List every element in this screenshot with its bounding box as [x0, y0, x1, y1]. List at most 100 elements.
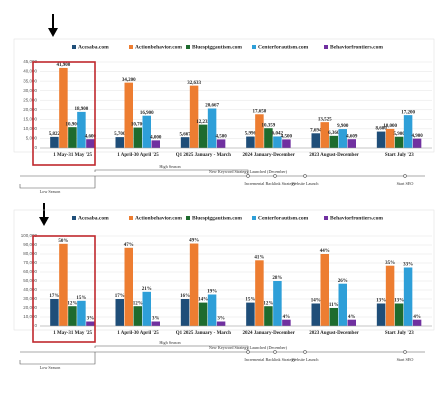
bar — [207, 108, 217, 148]
season-bracket — [19, 352, 96, 365]
bar — [311, 133, 320, 148]
x-tick-label: Q1 2025 January - March — [176, 331, 231, 336]
bar — [151, 321, 160, 326]
bar — [189, 243, 199, 326]
bar — [320, 122, 329, 148]
y-tick-label: 70,000 — [23, 260, 37, 265]
data-label: 5,996 — [245, 132, 257, 137]
y-tick-label: 60,000 — [23, 269, 37, 274]
data-label: 4,000 — [150, 135, 162, 140]
x-tick-label: Start July '23 — [385, 331, 414, 336]
timeline-label: High Season — [159, 164, 181, 169]
data-label: 50% — [58, 239, 68, 244]
legend-swatch — [324, 216, 328, 220]
data-label: 17,200 — [401, 110, 415, 115]
bar — [86, 139, 95, 148]
y-tick-label: 100,000 — [21, 233, 38, 238]
data-label: 12% — [263, 301, 273, 306]
bar — [412, 319, 422, 326]
data-label: 10,900 — [66, 122, 80, 127]
legend-label: Actionbehavior.com — [135, 44, 182, 50]
bar — [347, 139, 356, 148]
data-label: 4,609 — [346, 134, 358, 139]
bar — [133, 306, 142, 326]
data-label: 3% — [87, 317, 95, 322]
data-label: 32,633 — [187, 81, 201, 86]
bar — [246, 136, 255, 148]
y-tick-label: 40,000 — [23, 69, 37, 74]
data-label: 3% — [152, 317, 160, 322]
bar — [403, 267, 413, 326]
legend-label: Acesaba.com — [78, 215, 109, 221]
data-label: 9,900 — [337, 124, 349, 129]
timeline-label: Low Season — [40, 189, 61, 194]
bar — [77, 111, 86, 148]
timeline-point — [246, 174, 250, 178]
legend-label: Bluespiggautism.com — [192, 44, 242, 50]
bar — [347, 319, 356, 326]
data-label: 4% — [348, 315, 356, 320]
data-label: 26% — [338, 279, 348, 284]
legend-label: Actionbehavior.com — [135, 215, 182, 221]
data-label: 13% — [394, 299, 404, 304]
data-label: 33% — [403, 263, 413, 268]
data-label: 16,900 — [140, 111, 154, 116]
bar — [59, 243, 68, 326]
arrow-top — [48, 14, 58, 37]
data-label: 20,667 — [205, 104, 219, 109]
timeline-point — [403, 174, 407, 178]
timeline-label: New Keyword Strategy Launched (December) — [209, 169, 288, 174]
y-tick-label: 50,000 — [23, 278, 37, 283]
timeline-point — [246, 350, 250, 354]
highlight-box — [32, 235, 96, 343]
timeline-label: Incremental Backlink Strategy — [244, 357, 296, 362]
y-tick-label: 40,000 — [23, 287, 37, 292]
y-tick-label: 15,000 — [23, 117, 37, 122]
bar — [246, 302, 255, 326]
bar — [329, 135, 338, 148]
data-label: 14% — [311, 299, 321, 304]
x-tick-label: 1 April-30 April '25 — [117, 331, 159, 336]
bar — [198, 124, 208, 148]
y-tick-label: 35,000 — [23, 78, 37, 83]
data-label: 14% — [198, 298, 208, 303]
bar — [394, 136, 404, 148]
data-label: 10,000 — [383, 124, 397, 129]
y-tick-label: 90,000 — [23, 242, 37, 247]
legend-label: Behaviorfrontiers.com — [330, 215, 383, 221]
timeline-label: Low Season — [40, 365, 61, 370]
data-label: 8,600 — [375, 127, 387, 132]
data-label: 6,042 — [272, 132, 284, 137]
data-label: 5,700 — [114, 132, 126, 137]
plot-frame — [13, 209, 435, 331]
bar — [180, 137, 190, 148]
season-bracket — [94, 169, 249, 176]
data-label: 19% — [207, 290, 217, 295]
y-tick-label: 30,000 — [23, 296, 37, 301]
bar — [264, 128, 273, 148]
data-label: 17% — [115, 294, 125, 299]
legend-swatch — [252, 216, 256, 220]
bar — [50, 299, 59, 326]
bar — [255, 260, 264, 326]
timeline-label: Incremental Backlink Strategy — [244, 181, 296, 186]
bar — [216, 321, 226, 326]
bar — [124, 82, 133, 148]
bar — [273, 136, 282, 148]
x-tick-label: Start July '23 — [385, 153, 414, 158]
bar — [264, 306, 273, 326]
data-label: 12% — [133, 301, 143, 306]
bar — [255, 114, 264, 148]
bar — [216, 139, 226, 148]
legend-label: Bluespiggautism.com — [192, 215, 242, 221]
bar — [115, 299, 124, 326]
bar — [282, 319, 291, 326]
bar — [142, 115, 151, 148]
data-label: 4,500 — [281, 135, 293, 140]
bar — [124, 247, 133, 326]
legend-swatch — [186, 216, 190, 220]
data-label: 11% — [329, 303, 339, 308]
timeline-point — [303, 350, 307, 354]
legend-label: Centerforautism.com — [258, 215, 309, 221]
